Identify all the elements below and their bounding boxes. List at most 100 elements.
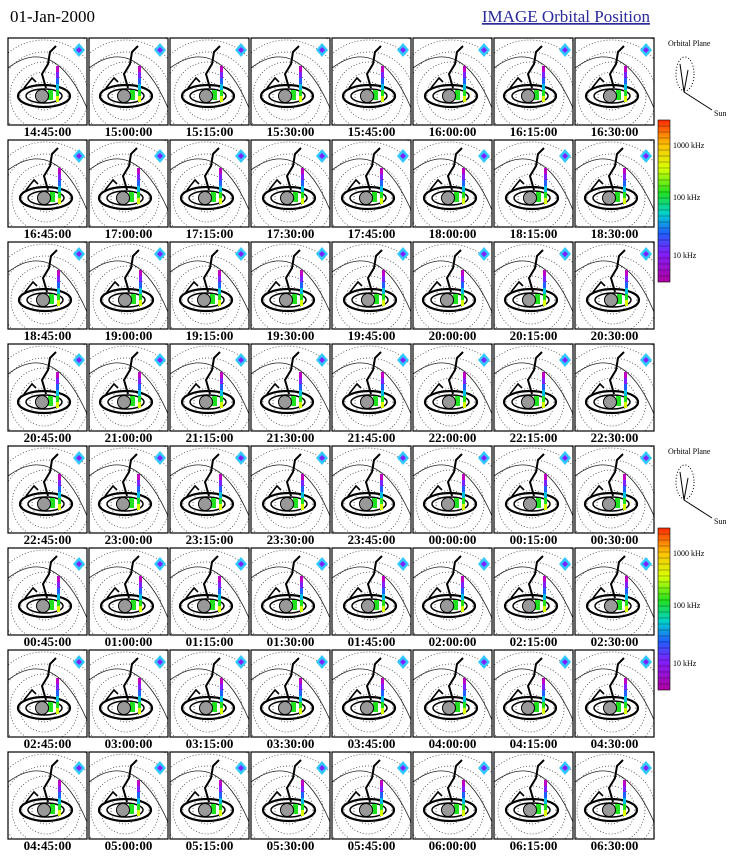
field-line — [172, 163, 242, 227]
plasmapause-inner — [593, 700, 631, 716]
streak — [380, 498, 383, 504]
trace-left — [186, 484, 200, 497]
streak — [299, 684, 302, 690]
orbit-panel — [251, 242, 330, 329]
trace — [608, 45, 625, 89]
streak — [625, 588, 628, 594]
panel-border — [574, 751, 655, 840]
streak — [625, 600, 628, 606]
orbit-arc — [251, 770, 330, 823]
field-line — [21, 173, 71, 223]
orbit-panel — [170, 548, 249, 635]
streak-low — [535, 600, 540, 610]
earth — [521, 395, 535, 409]
streak — [544, 498, 547, 504]
title-link[interactable]: IMAGE Orbital Position — [482, 7, 651, 26]
trace — [122, 351, 139, 395]
trace — [204, 657, 221, 701]
plasmapause-inner — [268, 700, 306, 716]
orbit-panel — [413, 242, 492, 329]
panel-border — [7, 343, 88, 432]
streak — [299, 690, 302, 696]
streak — [301, 804, 304, 810]
plasmapause — [421, 593, 477, 619]
plasmapause — [178, 593, 234, 619]
streak — [219, 798, 222, 804]
streak — [382, 288, 385, 294]
field-line — [578, 571, 648, 635]
orbit-arc — [8, 668, 87, 721]
field-line — [494, 561, 573, 635]
field-line — [334, 673, 404, 737]
streak — [301, 504, 304, 510]
plasmapause — [260, 287, 316, 313]
field-line — [333, 163, 403, 227]
plasmapause — [342, 593, 398, 619]
plasmapause — [584, 389, 640, 415]
field-line — [413, 153, 492, 227]
time-label: 04:15:00 — [510, 736, 558, 751]
streak — [220, 96, 223, 102]
streak — [462, 810, 465, 816]
orbit-panel — [413, 548, 492, 635]
trace-left — [105, 688, 119, 701]
plasmapause-inner — [26, 292, 64, 308]
orbit-panel — [332, 38, 411, 125]
orbit-arc — [8, 362, 87, 415]
trace — [283, 351, 300, 395]
orbit-arc — [575, 158, 654, 211]
trace — [123, 555, 140, 599]
orbit-panel — [89, 446, 168, 533]
streak — [138, 696, 141, 702]
plasmapause — [259, 389, 315, 415]
streak — [381, 384, 384, 390]
trace-left — [104, 484, 118, 497]
streak-low — [373, 396, 378, 406]
earth — [278, 701, 292, 715]
panel-border — [169, 445, 250, 534]
streak-low — [455, 90, 460, 100]
streak — [58, 486, 61, 492]
streak — [543, 600, 546, 606]
field-line — [251, 357, 330, 431]
streak — [381, 390, 384, 396]
time-label: 20:15:00 — [510, 328, 558, 343]
field-line — [173, 673, 243, 737]
spacecraft-core — [643, 47, 649, 53]
spacecraft-core — [157, 561, 163, 567]
streak — [624, 708, 627, 714]
earth — [36, 293, 50, 307]
streak-low — [210, 600, 215, 610]
trace-left — [24, 280, 38, 293]
trace-left — [23, 76, 37, 89]
trace-left — [187, 688, 201, 701]
streak — [218, 300, 221, 306]
streak — [382, 300, 385, 306]
plasmapause-inner — [187, 292, 225, 308]
field-line — [335, 571, 405, 635]
spacecraft-core — [481, 251, 487, 257]
trace — [527, 555, 544, 599]
trace — [607, 453, 624, 497]
earth — [37, 497, 51, 511]
field-line — [413, 357, 492, 431]
time-label: 05:30:00 — [267, 838, 315, 853]
streak-low — [129, 498, 134, 508]
spacecraft-core — [238, 47, 244, 53]
plasmapause — [422, 185, 478, 211]
plasmapause-inner — [349, 496, 387, 512]
earth — [198, 803, 212, 817]
streak — [542, 696, 545, 702]
panel-border — [493, 751, 574, 840]
plasmapause-inner — [269, 292, 307, 308]
orbit-arc — [251, 260, 330, 313]
streak — [301, 486, 304, 492]
time-label: 03:30:00 — [267, 736, 315, 751]
plasmapause — [17, 593, 73, 619]
orbit-arc — [89, 56, 168, 109]
streak — [462, 192, 465, 198]
orbit-panel — [575, 548, 654, 635]
time-label: 02:15:00 — [510, 634, 558, 649]
streak — [382, 588, 385, 594]
panel-border — [493, 649, 574, 738]
